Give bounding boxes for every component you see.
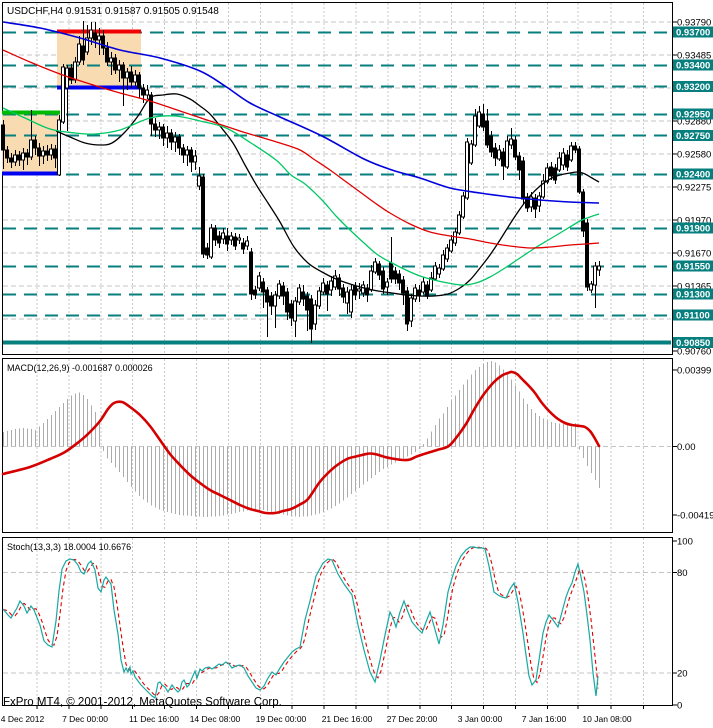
svg-text:USDCHF,H4 0.91531 0.91587 0.9: USDCHF,H4 0.91531 0.91587 0.91505 0.9154… bbox=[7, 6, 219, 17]
svg-text:0.91970: 0.91970 bbox=[677, 216, 711, 227]
svg-text:21 Dec 16:00: 21 Dec 16:00 bbox=[322, 714, 373, 724]
svg-text:0.92580: 0.92580 bbox=[677, 150, 711, 161]
svg-text:80: 80 bbox=[677, 568, 688, 579]
svg-text:0.92400: 0.92400 bbox=[676, 170, 710, 181]
svg-text:0.92880: 0.92880 bbox=[677, 117, 711, 128]
svg-text:0: 0 bbox=[677, 701, 682, 712]
svg-text:27 Dec 20:00: 27 Dec 20:00 bbox=[387, 714, 438, 724]
svg-text:100: 100 bbox=[677, 537, 693, 548]
svg-text:0.91300: 0.91300 bbox=[676, 290, 710, 301]
svg-text:Stoch(13,3,3) 18.0004 10.6676: Stoch(13,3,3) 18.0004 10.6676 bbox=[7, 542, 131, 552]
svg-text:0.93400: 0.93400 bbox=[676, 61, 710, 72]
svg-text:0.91550: 0.91550 bbox=[676, 262, 710, 273]
svg-text:0.92750: 0.92750 bbox=[676, 131, 710, 142]
svg-text:0.90850: 0.90850 bbox=[676, 338, 710, 349]
svg-text:0.92950: 0.92950 bbox=[676, 110, 710, 121]
svg-text:0.91900: 0.91900 bbox=[676, 224, 710, 235]
svg-text:0.93200: 0.93200 bbox=[676, 82, 710, 93]
svg-text:FxPro MT4, © 2001-2012, MetaQu: FxPro MT4, © 2001-2012, MetaQuotes Softw… bbox=[3, 697, 282, 709]
svg-text:0.00399: 0.00399 bbox=[677, 366, 711, 377]
svg-text:-0.00419: -0.00419 bbox=[677, 511, 713, 522]
svg-text:7 Jan 16:00: 7 Jan 16:00 bbox=[522, 714, 567, 724]
svg-text:7 Dec 00:00: 7 Dec 00:00 bbox=[62, 714, 108, 724]
svg-text:0.92275: 0.92275 bbox=[677, 183, 711, 194]
svg-text:10 Jan 08:00: 10 Jan 08:00 bbox=[582, 714, 631, 724]
svg-text:14 Dec 08:00: 14 Dec 08:00 bbox=[190, 714, 241, 724]
svg-text:MACD(12,26,9) -0.001687 0.0000: MACD(12,26,9) -0.001687 0.000026 bbox=[7, 363, 153, 373]
svg-text:0.91100: 0.91100 bbox=[676, 311, 710, 322]
svg-text:20: 20 bbox=[677, 669, 688, 680]
svg-text:0.91365: 0.91365 bbox=[677, 282, 711, 293]
svg-text:0.90760: 0.90760 bbox=[677, 347, 711, 358]
svg-text:19 Dec 00:00: 19 Dec 00:00 bbox=[256, 714, 307, 724]
svg-text:0.91670: 0.91670 bbox=[677, 249, 711, 260]
svg-text:11 Dec 16:00: 11 Dec 16:00 bbox=[129, 714, 179, 724]
svg-text:0.93485: 0.93485 bbox=[677, 51, 711, 62]
svg-text:4 Dec 2012: 4 Dec 2012 bbox=[1, 714, 45, 724]
svg-text:0.00: 0.00 bbox=[677, 442, 696, 453]
svg-text:0.93790: 0.93790 bbox=[677, 18, 711, 29]
svg-text:3 Jan 00:00: 3 Jan 00:00 bbox=[458, 714, 503, 724]
svg-text:0.93700: 0.93700 bbox=[676, 28, 710, 39]
